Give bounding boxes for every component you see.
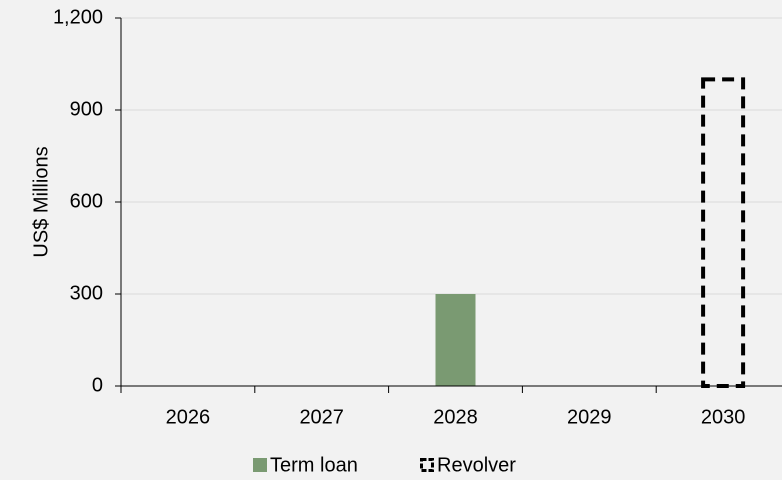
legend-label: Revolver — [437, 454, 516, 476]
y-tick-label: 600 — [70, 190, 103, 212]
x-tick-label: 2026 — [166, 406, 211, 428]
bar-term-loan-2028 — [435, 294, 476, 386]
x-tick-label: 2027 — [299, 406, 344, 428]
x-tick-label: 2030 — [701, 406, 746, 428]
y-tick-label: 1,200 — [53, 6, 103, 28]
bars — [435, 77, 746, 388]
x-tick-label: 2029 — [567, 406, 612, 428]
legend-swatch-term-loan — [253, 458, 267, 472]
y-tick-label: 0 — [92, 374, 103, 396]
x-tick-labels: 2026 2027 2028 2029 2030 — [166, 406, 746, 428]
y-axis-title: US$ Millions — [30, 146, 52, 257]
legend: Term loan Revolver — [253, 454, 516, 476]
x-tick-label: 2028 — [433, 406, 478, 428]
axes — [115, 17, 782, 393]
legend-swatch-revolver — [420, 458, 434, 472]
y-tick-label: 900 — [70, 98, 103, 120]
y-tick-label: 300 — [70, 282, 103, 304]
gridlines — [121, 17, 782, 295]
bar-revolver-2030 — [701, 77, 746, 388]
legend-label: Term loan — [270, 454, 358, 476]
legend-item: Term loan — [253, 454, 358, 476]
y-tick-labels: 0 300 600 900 1,200 — [53, 6, 103, 396]
legend-item: Revolver — [420, 454, 516, 476]
